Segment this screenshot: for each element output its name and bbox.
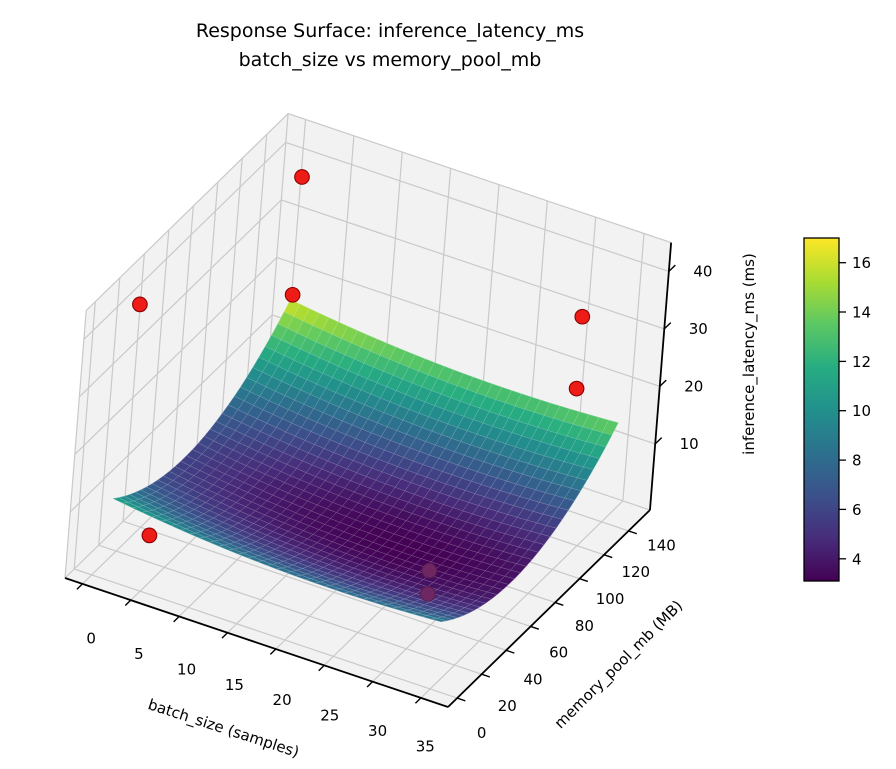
y-tick <box>456 697 466 702</box>
data-point-red <box>141 527 158 544</box>
y-grid-line <box>98 277 121 546</box>
chart-title-line1: Response Surface: inference_latency_ms <box>196 20 584 42</box>
colorbar-tick-label: 6 <box>852 501 862 519</box>
y-grid-line <box>147 229 170 498</box>
colorbar-gradient <box>803 237 840 582</box>
data-point-occluded <box>421 562 438 579</box>
z-tick-label: 20 <box>684 377 703 395</box>
z-tick <box>668 264 676 272</box>
z-grid-line <box>69 314 273 513</box>
colorbar-group: 4 6 8 10 12 14 16 <box>803 237 871 582</box>
x-tick <box>76 583 83 590</box>
colorbar-tick-label: 8 <box>852 452 862 470</box>
z-grid-line <box>74 256 278 455</box>
z-grid-line <box>83 141 287 340</box>
y-tick-label: 60 <box>549 644 568 662</box>
data-point-red <box>132 296 148 313</box>
y-tick <box>603 554 613 559</box>
x-tick <box>173 615 180 623</box>
box-edge <box>64 310 87 579</box>
x-tick-label: 10 <box>177 660 196 678</box>
data-point-occluded <box>420 586 436 602</box>
scatter-group <box>132 169 591 602</box>
y-grid-line <box>122 520 507 651</box>
x-tick-label: 30 <box>368 722 387 740</box>
y-tick-label: 100 <box>596 590 625 608</box>
y-grid-line <box>73 301 96 570</box>
box-edge <box>287 113 672 244</box>
colorbar-tick-label: 10 <box>852 402 871 420</box>
x-grid-line <box>622 233 645 501</box>
y-tick <box>554 601 564 607</box>
y-grid-line <box>196 182 219 450</box>
y-axis-label: memory_pool_mb (MB) <box>551 597 687 733</box>
x-tick <box>221 632 228 639</box>
y-grid-line <box>244 134 268 402</box>
y-grid-line <box>220 158 243 426</box>
x-tick <box>366 681 374 688</box>
y-tick <box>505 649 515 654</box>
y-tick <box>530 625 540 630</box>
y-tick-label: 20 <box>498 697 517 715</box>
y-tick <box>579 577 589 583</box>
x-tick <box>318 664 325 672</box>
z-tick <box>654 437 663 445</box>
x-tick <box>414 697 422 704</box>
z-axis-line <box>649 242 673 511</box>
y-grid-line <box>74 568 458 699</box>
x-tick-label: 20 <box>273 691 292 709</box>
x-tick-label: 15 <box>225 676 244 694</box>
z-tick-label: 30 <box>689 320 708 338</box>
y-tick-label: 140 <box>647 536 676 554</box>
z-grid-line <box>276 256 660 387</box>
x-tick-label: 5 <box>134 645 144 663</box>
y-tick-label: 120 <box>621 563 650 581</box>
x-tick <box>269 648 277 655</box>
y-axis-line <box>447 509 651 708</box>
z-grid-line <box>281 199 665 330</box>
z-tick <box>659 379 667 387</box>
y-tick-label: 40 <box>523 670 542 688</box>
x-tick-label: 25 <box>320 707 339 725</box>
x-tick <box>124 599 132 607</box>
box-edge <box>85 113 289 312</box>
z-grid-line <box>285 141 670 272</box>
z-axis-label: inference_latency_ms (ms) <box>740 253 759 455</box>
axes-group <box>64 242 676 708</box>
response-surface-mesh <box>112 299 619 623</box>
y-tick <box>481 673 491 678</box>
z-tick-label: 40 <box>693 262 712 280</box>
colorbar-tick-label: 16 <box>852 254 871 272</box>
z-grid-line <box>78 199 282 398</box>
colorbar-tick-label: 4 <box>852 550 862 568</box>
y-tick-label: 80 <box>575 617 594 635</box>
x-axis-line <box>64 577 449 708</box>
colorbar-tick-label: 14 <box>852 304 871 322</box>
y-tick <box>628 530 637 535</box>
data-point-red <box>294 169 310 185</box>
z-tick-label: 10 <box>680 435 699 453</box>
data-point-red <box>568 380 585 397</box>
y-tick-label: 0 <box>477 724 487 742</box>
chart-title-line2: batch_size vs memory_pool_mb <box>239 49 542 71</box>
data-point-red <box>284 286 301 303</box>
colorbar-tick-label: 12 <box>852 353 871 371</box>
x-tick-label: 35 <box>416 737 435 755</box>
data-point-red <box>574 308 591 325</box>
x-tick-label: 0 <box>86 630 96 648</box>
box-edge <box>266 113 289 382</box>
y-grid-line <box>98 544 482 675</box>
z-tick <box>663 322 672 330</box>
y-grid-line <box>171 206 194 474</box>
